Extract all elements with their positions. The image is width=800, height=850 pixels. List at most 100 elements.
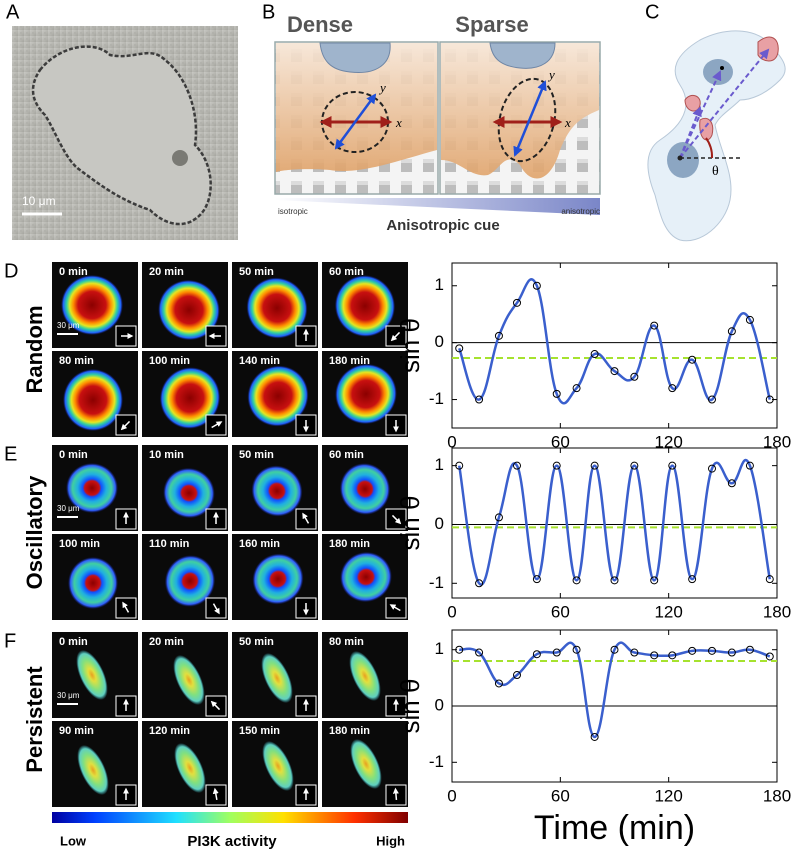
cell-image: [142, 351, 228, 437]
time-label: 100 min: [59, 538, 100, 550]
direction-arrow: [212, 603, 220, 615]
series-line: [459, 641, 771, 739]
y-tick-label: 0: [435, 695, 444, 714]
direction-arrow: [120, 420, 131, 431]
direction-arrow: [211, 421, 223, 429]
cue-end: anisotropic: [561, 207, 600, 216]
point: [727, 479, 736, 488]
cell-image: [232, 534, 318, 620]
cell: [349, 651, 381, 701]
sparse-diagram: [275, 41, 601, 215]
point: [455, 645, 464, 654]
axis-symbol: y: [547, 67, 555, 82]
y-tick-label: 1: [435, 639, 444, 658]
panel-label: E: [4, 443, 17, 465]
cell: [76, 650, 108, 700]
x-tick-label: 60: [551, 602, 570, 621]
cell-image: [52, 534, 138, 620]
cell-image: [52, 632, 138, 718]
point: [610, 367, 619, 376]
x-tick-label: 0: [447, 432, 456, 451]
time-label: 140 min: [239, 355, 280, 367]
x-tick-label: 60: [551, 432, 570, 451]
cell: [334, 275, 396, 337]
point: [494, 679, 503, 688]
point: [708, 464, 716, 473]
x-tick-label: 120: [654, 786, 682, 805]
panel-label: F: [4, 630, 16, 652]
point: [590, 732, 599, 741]
time-label: 90 min: [59, 725, 94, 737]
time-label: 80 min: [329, 636, 364, 648]
colorbar-low: Low: [60, 833, 87, 848]
cell: [66, 463, 118, 513]
point: [475, 579, 484, 588]
cell: [61, 275, 123, 335]
cell-schematic: [647, 30, 786, 242]
point: [494, 513, 503, 522]
cell: [247, 365, 309, 427]
time-label: 110 min: [149, 538, 190, 550]
point: [475, 395, 484, 404]
point: [590, 350, 599, 359]
point: [552, 461, 561, 470]
direction-arrow: [302, 512, 310, 524]
point: [765, 395, 774, 404]
cell: [251, 465, 303, 517]
series-line: [458, 278, 771, 405]
point: [765, 652, 774, 661]
panel-label: B: [262, 1, 275, 23]
point: [532, 281, 541, 290]
y-axis-label: sin θ: [395, 496, 425, 551]
panel-label: A: [6, 1, 20, 23]
cell-image: [232, 351, 318, 437]
cell-image: [322, 632, 408, 718]
x-axis-label: Time (min): [534, 809, 695, 847]
cell: [246, 277, 308, 339]
dense-diagram: [274, 41, 439, 195]
time-label: 60 min: [329, 266, 364, 278]
cell-image: [322, 351, 408, 437]
point: [552, 389, 561, 398]
y-tick-label: -1: [429, 389, 444, 408]
y-axis-label: sin θ: [395, 318, 425, 373]
cell: [164, 555, 216, 607]
point: [630, 648, 639, 657]
cue-end: isotropic: [278, 207, 308, 216]
direction-arrow: [392, 787, 399, 801]
cell-image: [232, 721, 318, 807]
heading: Sparse: [455, 12, 528, 37]
time-label: 180 min: [329, 538, 370, 550]
point: [668, 384, 677, 393]
point: [532, 575, 541, 584]
cell: [77, 745, 109, 795]
row-label: Oscillatory: [22, 475, 47, 589]
point: [745, 461, 754, 470]
plot-frame: [451, 262, 778, 429]
x-tick-label: 120: [654, 602, 682, 621]
colorbar-high: High: [376, 833, 405, 848]
time-label: 10 min: [149, 449, 184, 461]
direction-arrow: [390, 331, 401, 342]
cell-image: [142, 632, 228, 718]
point: [745, 645, 754, 654]
direction-arrow: [122, 601, 130, 613]
cell: [173, 655, 205, 705]
direction-arrow: [389, 604, 401, 612]
time-label: 120 min: [149, 725, 190, 737]
cell-image: [142, 262, 228, 348]
scale-label: 30 μm: [57, 504, 80, 513]
point: [610, 576, 619, 585]
cell: [159, 367, 221, 429]
time-label: 50 min: [239, 636, 274, 648]
point: [708, 646, 716, 655]
cell: [174, 743, 206, 793]
heading: Dense: [287, 12, 353, 37]
point: [552, 648, 561, 657]
point: [475, 648, 484, 657]
time-label: 20 min: [149, 636, 184, 648]
time-label: 180 min: [329, 725, 370, 737]
point: [532, 650, 541, 659]
point: [513, 298, 521, 307]
y-tick-label: 1: [435, 275, 444, 294]
